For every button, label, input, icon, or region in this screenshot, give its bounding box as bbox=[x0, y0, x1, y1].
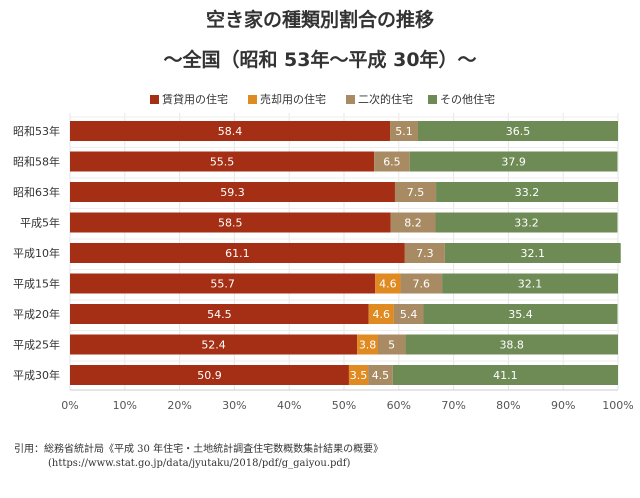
bar-segment bbox=[357, 334, 378, 355]
source-url: (https://www.stat.go.jp/data/jyutaku/201… bbox=[48, 458, 351, 469]
bar-segment bbox=[374, 151, 410, 172]
legend-label: その他住宅 bbox=[440, 92, 495, 106]
x-tick-label: 20% bbox=[167, 399, 191, 412]
bar-segment bbox=[409, 151, 618, 172]
data-label: 4.6 bbox=[373, 308, 391, 321]
chart-title: 空き家の種類別割合の推移 bbox=[206, 8, 434, 31]
data-label: 3.8 bbox=[359, 339, 377, 352]
bar-segment bbox=[436, 182, 618, 202]
category-label: 昭和58年 bbox=[13, 155, 60, 169]
category-label: 平成10年 bbox=[13, 246, 60, 260]
bar-segment bbox=[368, 304, 394, 324]
legend-label: 二次的住宅 bbox=[358, 92, 413, 106]
data-label: 6.5 bbox=[383, 156, 401, 169]
bar-segment bbox=[377, 334, 406, 355]
data-label: 32.1 bbox=[518, 278, 543, 291]
bar-segment bbox=[394, 182, 437, 202]
data-label: 36.5 bbox=[506, 125, 531, 138]
data-label: 58.5 bbox=[218, 217, 243, 230]
bar-segment bbox=[423, 304, 618, 324]
data-label: 32.1 bbox=[521, 247, 546, 260]
x-tick-label: 0% bbox=[61, 399, 78, 412]
x-tick-label: 80% bbox=[496, 399, 520, 412]
x-tick-label: 50% bbox=[332, 399, 356, 412]
bar-segment bbox=[393, 304, 424, 324]
bar-segment bbox=[404, 243, 445, 263]
x-tick-label: 100% bbox=[602, 399, 633, 412]
legend-swatch bbox=[346, 95, 355, 104]
chart-subtitle: ～全国（昭和 53年～平成 30年）～ bbox=[163, 48, 476, 71]
bar-segment bbox=[70, 121, 391, 141]
bars: 昭和53年 58.4 5.1 36.5 昭和58年 55.5 6.5 37.9 昭和63年 59.… bbox=[13, 121, 621, 385]
legend-label: 売却用の住宅 bbox=[260, 92, 326, 106]
source-citation: 引用：総務省統計局《平成 30 年住宅・土地統計調査住宅数概数集計結果の概要》 bbox=[14, 444, 384, 455]
data-label: 52.4 bbox=[201, 339, 226, 352]
category-label: 平成20年 bbox=[13, 307, 60, 321]
data-label: 5 bbox=[388, 339, 395, 352]
bar-segment bbox=[70, 182, 395, 202]
bar-segment bbox=[444, 243, 621, 263]
category-label: 平成30年 bbox=[13, 368, 60, 382]
data-label: 38.8 bbox=[499, 339, 524, 352]
x-axis: 0% 10% 20% 30% 40% 50% 60% 70% 80% 90% 100% bbox=[61, 389, 634, 412]
data-label: 4.5 bbox=[372, 369, 390, 382]
x-tick-label: 10% bbox=[113, 399, 137, 412]
legend-swatch bbox=[150, 95, 159, 104]
bar-segment bbox=[348, 365, 369, 385]
data-label: 33.2 bbox=[514, 217, 539, 230]
x-tick-label: 70% bbox=[441, 399, 465, 412]
bar-segment bbox=[70, 365, 349, 385]
legend: 賃貸用の住宅 売却用の住宅 二次的住宅 その他住宅 bbox=[150, 92, 495, 106]
data-label: 4.6 bbox=[379, 278, 397, 291]
data-label: 5.1 bbox=[395, 125, 413, 138]
data-label: 55.5 bbox=[210, 156, 235, 169]
data-label: 55.7 bbox=[210, 278, 235, 291]
bar-segment bbox=[392, 365, 618, 385]
bar-segment bbox=[390, 121, 418, 141]
x-tick-label: 30% bbox=[222, 399, 246, 412]
data-label: 7.5 bbox=[407, 186, 425, 199]
data-label: 3.5 bbox=[350, 369, 368, 382]
bar-segment bbox=[70, 334, 358, 355]
bar-segment bbox=[70, 273, 376, 294]
data-label: 37.9 bbox=[501, 156, 526, 169]
bar-segment bbox=[70, 212, 391, 233]
data-label: 7.3 bbox=[416, 247, 434, 260]
bar-segment bbox=[442, 273, 618, 294]
data-label: 50.9 bbox=[197, 369, 222, 382]
bar-segment bbox=[368, 365, 393, 385]
data-label: 61.1 bbox=[225, 247, 250, 260]
bar-segment bbox=[70, 243, 405, 263]
data-label: 7.6 bbox=[413, 278, 431, 291]
bar-segment bbox=[375, 273, 401, 294]
data-label: 33.2 bbox=[515, 186, 540, 199]
category-label: 平成25年 bbox=[13, 338, 60, 352]
bar-segment bbox=[400, 273, 443, 294]
data-label: 58.4 bbox=[218, 125, 243, 138]
data-label: 54.5 bbox=[207, 308, 232, 321]
data-label: 8.2 bbox=[404, 217, 422, 230]
data-label: 41.1 bbox=[493, 369, 518, 382]
bar-segment bbox=[390, 212, 436, 233]
bar-segment bbox=[435, 212, 618, 233]
category-label: 平成15年 bbox=[13, 277, 60, 291]
category-label: 昭和63年 bbox=[13, 185, 60, 199]
legend-swatch bbox=[248, 95, 257, 104]
bar-segment bbox=[405, 334, 618, 355]
data-label: 59.3 bbox=[220, 186, 245, 199]
legend-swatch bbox=[428, 95, 437, 104]
category-label: 平成5年 bbox=[20, 216, 60, 230]
bar-segment bbox=[70, 151, 375, 172]
data-label: 35.4 bbox=[508, 308, 533, 321]
x-tick-label: 90% bbox=[551, 399, 575, 412]
category-label: 昭和53年 bbox=[13, 124, 60, 138]
x-tick-label: 40% bbox=[277, 399, 301, 412]
data-label: 5.4 bbox=[400, 308, 418, 321]
bar-segment bbox=[417, 121, 618, 141]
bar-segment bbox=[70, 304, 369, 324]
x-tick-label: 60% bbox=[387, 399, 411, 412]
legend-label: 賃貸用の住宅 bbox=[162, 92, 228, 106]
